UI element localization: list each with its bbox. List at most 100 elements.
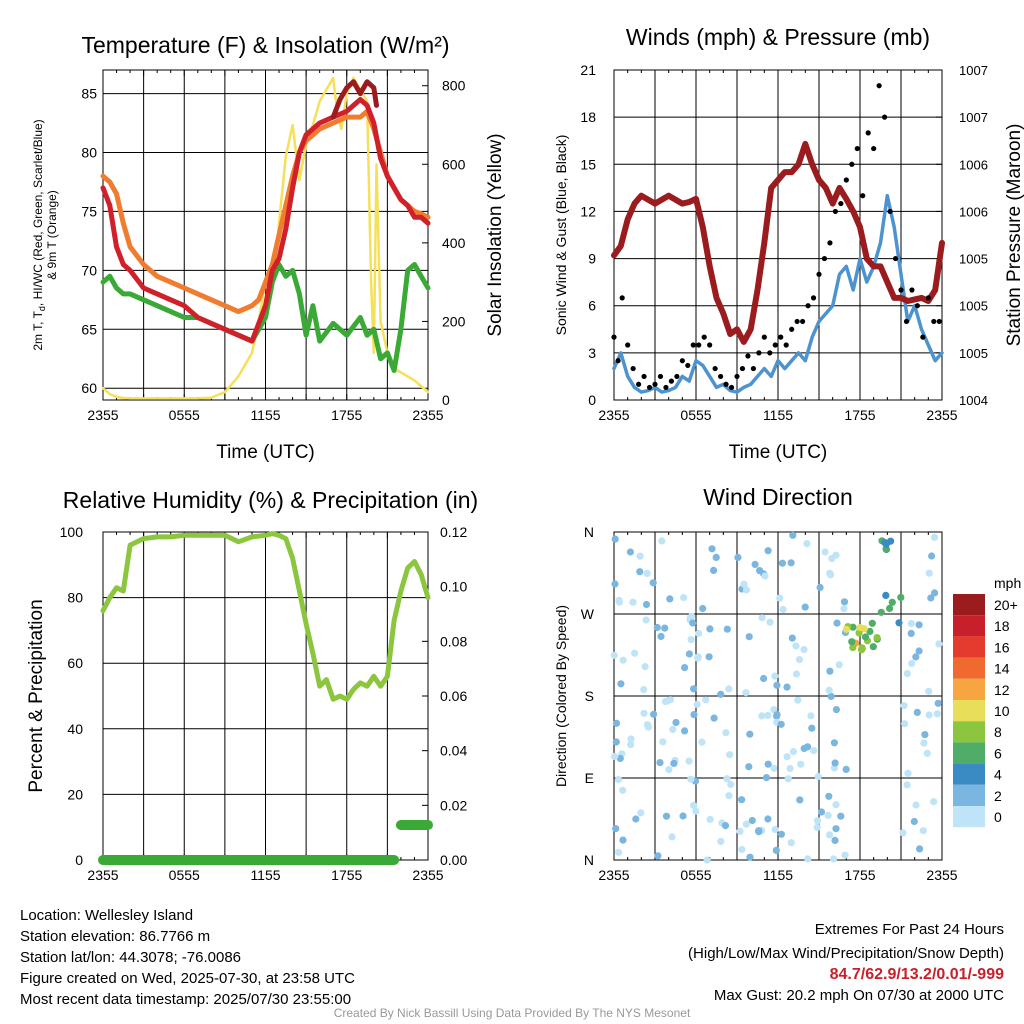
dir-point [900, 702, 908, 710]
wind-gust-point [745, 353, 751, 359]
dir-point [804, 855, 812, 863]
dir-point [848, 638, 856, 646]
dir-point [650, 710, 658, 718]
legend-title: mph [994, 575, 1021, 591]
legend-swatch [953, 806, 985, 828]
wind-gust-point [816, 271, 822, 277]
dir-point [913, 708, 921, 717]
dir-point [665, 766, 673, 774]
dir-point [787, 839, 795, 847]
dir-point [725, 685, 733, 693]
dir-point [685, 650, 694, 658]
dir-point [810, 747, 818, 755]
dir-point [762, 774, 771, 782]
wind-gust-point [767, 350, 773, 356]
dir-point [641, 663, 649, 671]
dir-point [659, 738, 667, 746]
dir-point [858, 644, 866, 652]
dir-point [921, 731, 929, 739]
dir-point [930, 798, 938, 806]
legend-label: 20+ [994, 597, 1018, 613]
wind-ytick-label: 21 [580, 62, 596, 78]
dir-point [792, 670, 801, 678]
dir-point [915, 647, 923, 655]
wind-y2tick-label: 1007 [959, 110, 988, 125]
dir-point [776, 594, 784, 602]
dir-point [649, 579, 657, 587]
rh-ylabel: Percent & Precipitation [26, 599, 47, 792]
dir-point [916, 845, 924, 853]
dir-point [717, 690, 725, 698]
temp-y2tick-label: 600 [442, 156, 466, 172]
dir-point [773, 711, 781, 719]
dir-point [627, 741, 635, 749]
legend-label: 10 [994, 703, 1010, 719]
dir-point [727, 780, 735, 789]
dir-point [636, 552, 644, 560]
dir-point [813, 823, 821, 832]
wind-ytick-label: 18 [580, 109, 596, 125]
wind-gust-point [838, 200, 844, 207]
temp-ytick-label: 60 [81, 380, 97, 396]
wind-ytick-label: 12 [580, 203, 596, 219]
dir-point [831, 759, 839, 767]
dir-point [788, 634, 796, 642]
legend-swatch [953, 763, 985, 785]
rh-chart-xtick-label: 2355 [87, 867, 118, 883]
temp-ytick-label: 85 [81, 86, 97, 102]
rh-y2tick-label: 0.12 [440, 524, 467, 540]
rh-chart-xtick-label: 2355 [412, 867, 443, 883]
temp-y2tick-label: 200 [442, 313, 466, 329]
wind-gust-point [871, 145, 877, 152]
rh-y2tick-label: 0.04 [440, 743, 467, 759]
legend-label: 14 [994, 661, 1010, 677]
dir-point [842, 765, 850, 774]
dir-point [610, 651, 618, 659]
dir-point [840, 605, 848, 613]
wind-chart-xtick-label: 1755 [844, 407, 875, 423]
wind-series-wind [612, 193, 944, 394]
wind-gust-point [679, 358, 685, 364]
rh-series-rh [100, 531, 431, 702]
dir-point [813, 817, 822, 825]
dir-point [930, 533, 939, 542]
dir-point [666, 696, 675, 704]
dir-point [703, 856, 711, 864]
wind-gust-point [887, 208, 893, 215]
dir-point [888, 598, 896, 606]
wind-gust-point [636, 381, 642, 387]
legend-swatch [953, 615, 985, 637]
wind-gust-point [756, 350, 762, 356]
temp-chart-xtick-label: 0555 [169, 407, 200, 423]
wind-gust-point [783, 342, 789, 348]
dir-point [661, 624, 669, 632]
rh-y2tick-label: 0.08 [440, 633, 467, 649]
wind-gust-point [652, 381, 658, 387]
dir-chart-xtick-label: 2355 [598, 867, 629, 883]
dir-point [619, 836, 627, 844]
wind-gust-point [696, 342, 702, 348]
dir-point [695, 629, 703, 638]
dir-point [832, 825, 840, 833]
dir-point [631, 649, 639, 657]
temp-chart-xtick-label: 2355 [87, 407, 118, 423]
dir-point [881, 539, 889, 547]
dir-point [748, 816, 756, 825]
rh-y2tick-label: 0.10 [440, 579, 467, 595]
dir-point [712, 553, 720, 562]
rh-chart-xtick-label: 1155 [250, 867, 280, 883]
wind-chart-xtick-label: 2355 [926, 407, 957, 423]
dir-point [792, 642, 800, 650]
dir-point [756, 567, 764, 575]
dir-point [626, 548, 635, 556]
dir-point [636, 568, 644, 576]
dir-point [901, 720, 909, 728]
dir-point [841, 851, 849, 859]
legend-swatch [953, 636, 985, 658]
dir-point [723, 625, 731, 633]
wind-gust-point [827, 240, 833, 246]
wind-y2label: Station Pressure (Maroon) [1004, 124, 1024, 347]
dir-point [616, 754, 624, 763]
wind-chart-xtick-label: 1155 [763, 407, 793, 423]
dir-point [928, 552, 936, 560]
